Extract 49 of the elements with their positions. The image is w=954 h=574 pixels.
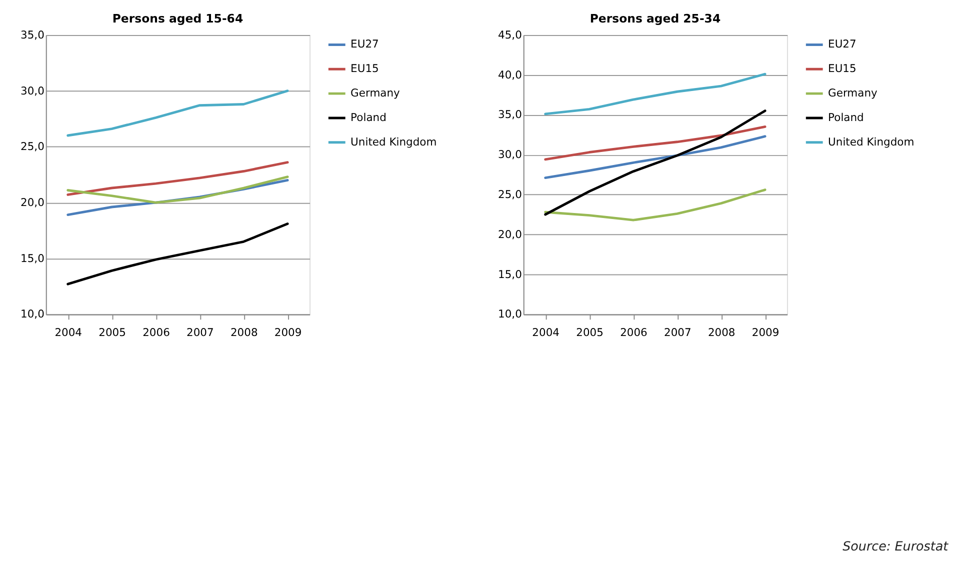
y-tick-label: 10,0 bbox=[498, 308, 522, 321]
x-tick-label: 2007 bbox=[186, 326, 214, 340]
source-note: Source: Eurostat bbox=[842, 538, 950, 554]
legend-label: Germany bbox=[828, 86, 878, 100]
y-tick-label: 25,0 bbox=[20, 140, 45, 154]
x-tick-label: 2005 bbox=[98, 326, 126, 340]
line-series bbox=[66, 222, 289, 286]
x-tick-label: 2004 bbox=[532, 326, 560, 340]
x-tick-label: 2008 bbox=[708, 326, 736, 340]
legend-label: United Kingdom bbox=[350, 135, 437, 148]
y-tick-label: 35,0 bbox=[20, 28, 45, 42]
y-tick-label: 15,0 bbox=[498, 268, 522, 281]
y-tick-label: 25,0 bbox=[498, 188, 522, 201]
legend-label: EU15 bbox=[350, 62, 379, 76]
y-tick-label: 35,0 bbox=[498, 108, 522, 122]
x-tick-label: 2008 bbox=[230, 326, 258, 340]
x-tick-label: 2005 bbox=[576, 326, 604, 340]
legend-label: Poland bbox=[350, 110, 386, 124]
x-tick-label: 2006 bbox=[142, 326, 170, 340]
y-tick-label: 15,0 bbox=[20, 252, 45, 265]
x-tick-label: 2006 bbox=[620, 326, 648, 340]
line-series bbox=[544, 126, 766, 161]
legend-label: EU27 bbox=[828, 38, 856, 51]
line-series bbox=[66, 90, 289, 137]
y-tick-label: 10,0 bbox=[20, 308, 45, 321]
line-series bbox=[66, 161, 289, 196]
legend-label: EU27 bbox=[350, 38, 379, 51]
chart-title: Persons aged 15-64 bbox=[112, 11, 244, 26]
line-series bbox=[544, 188, 766, 222]
y-tick-label: 20,0 bbox=[20, 196, 45, 209]
line-series bbox=[544, 72, 766, 116]
x-tick-label: 2009 bbox=[274, 326, 302, 340]
x-tick-label: 2007 bbox=[664, 326, 692, 340]
chart-title: Persons aged 25-34 bbox=[590, 11, 721, 26]
line-series bbox=[544, 135, 766, 180]
y-tick-label: 20,0 bbox=[498, 228, 522, 241]
legend-label: EU15 bbox=[828, 62, 856, 76]
y-tick-label: 45,0 bbox=[498, 28, 522, 42]
legend-label: Poland bbox=[828, 110, 864, 124]
y-tick-label: 30,0 bbox=[498, 148, 522, 162]
x-tick-label: 2009 bbox=[752, 326, 780, 340]
legend-label: Germany bbox=[350, 86, 401, 100]
x-tick-label: 2004 bbox=[54, 326, 82, 340]
y-tick-label: 30,0 bbox=[20, 84, 45, 98]
line-series bbox=[66, 178, 289, 216]
line-series bbox=[544, 110, 766, 216]
y-tick-label: 40,0 bbox=[498, 68, 522, 82]
legend-label: United Kingdom bbox=[828, 135, 914, 148]
line-series bbox=[66, 176, 289, 204]
